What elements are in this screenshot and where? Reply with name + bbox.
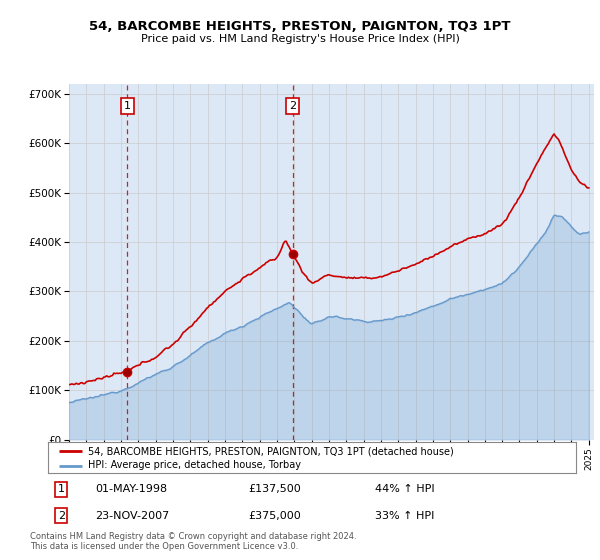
- Text: 2: 2: [58, 511, 65, 521]
- Text: Contains HM Land Registry data © Crown copyright and database right 2024.
This d: Contains HM Land Registry data © Crown c…: [30, 532, 356, 552]
- Text: 54, BARCOMBE HEIGHTS, PRESTON, PAIGNTON, TQ3 1PT (detached house): 54, BARCOMBE HEIGHTS, PRESTON, PAIGNTON,…: [88, 446, 454, 456]
- Text: £375,000: £375,000: [248, 511, 301, 521]
- Text: 44% ↑ HPI: 44% ↑ HPI: [376, 484, 435, 494]
- Bar: [127, 84, 293, 440]
- Text: £137,500: £137,500: [248, 484, 301, 494]
- Text: 01-MAY-1998: 01-MAY-1998: [95, 484, 167, 494]
- Text: 1: 1: [58, 484, 65, 494]
- Text: HPI: Average price, detached house, Torbay: HPI: Average price, detached house, Torb…: [88, 460, 301, 470]
- Text: 33% ↑ HPI: 33% ↑ HPI: [376, 511, 435, 521]
- Text: 54, BARCOMBE HEIGHTS, PRESTON, PAIGNTON, TQ3 1PT: 54, BARCOMBE HEIGHTS, PRESTON, PAIGNTON,…: [89, 20, 511, 32]
- Text: 2: 2: [289, 101, 296, 111]
- Text: Price paid vs. HM Land Registry's House Price Index (HPI): Price paid vs. HM Land Registry's House …: [140, 34, 460, 44]
- Text: 1: 1: [124, 101, 131, 111]
- Text: 23-NOV-2007: 23-NOV-2007: [95, 511, 170, 521]
